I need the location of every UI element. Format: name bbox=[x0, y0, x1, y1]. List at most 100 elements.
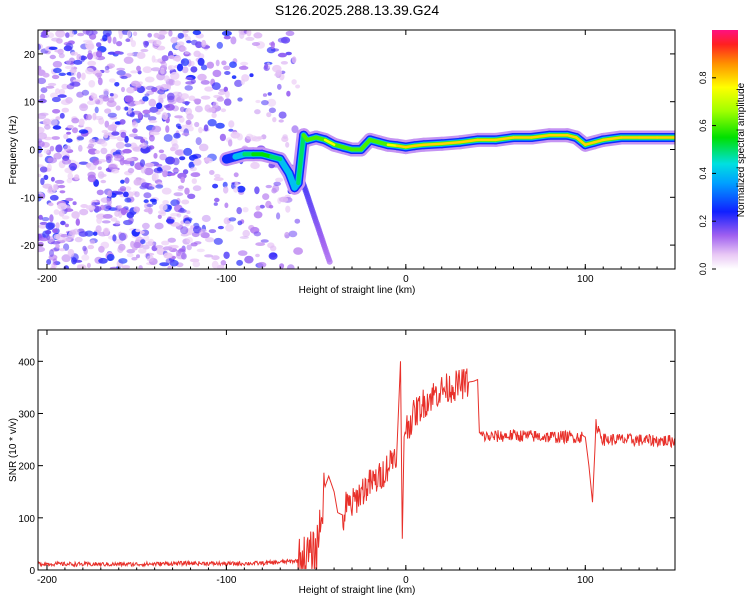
spectrogram-noise-cell bbox=[47, 157, 57, 164]
spectrogram-noise-cell bbox=[52, 60, 63, 68]
spectrogram-noise-cell bbox=[65, 97, 73, 104]
spectrogram-ridge-segment bbox=[440, 141, 461, 146]
spectrogram-noise-cell bbox=[77, 264, 82, 269]
spectrogram-noise-cell bbox=[260, 239, 269, 243]
spectrogram-noise-cell bbox=[228, 120, 235, 128]
spectrogram-noise-cell bbox=[57, 202, 68, 210]
spectrogram-noise-cell bbox=[103, 88, 110, 96]
spectrogram-noise-cell bbox=[74, 174, 80, 181]
spectrogram-noise-cell bbox=[174, 55, 182, 62]
spectrogram-noise-cell bbox=[57, 94, 67, 98]
spectrogram-noise-cell bbox=[107, 97, 115, 103]
spectrogram-noise-cell bbox=[51, 136, 60, 140]
spectrogram-noise-cell bbox=[265, 184, 272, 189]
spectrogram-noise-cell bbox=[120, 131, 127, 138]
spectrogram-noise-cell bbox=[40, 31, 48, 37]
spectrogram-noise-cell bbox=[238, 65, 249, 70]
spectrogram-noise-cell bbox=[216, 264, 225, 269]
spectrogram-noise-cell bbox=[89, 138, 96, 144]
spectrogram-noise-cell bbox=[167, 172, 176, 176]
spectrogram-noise-cell bbox=[82, 245, 87, 252]
spectrogram-noise-cell bbox=[59, 248, 65, 252]
spectrogram-noise-cell bbox=[194, 121, 200, 128]
spectrogram-noise-cell bbox=[170, 199, 180, 207]
spectrogram-noise-cell bbox=[126, 211, 134, 219]
spectrogram-noise-cell bbox=[233, 172, 239, 178]
spectrogram-noise-cell bbox=[237, 220, 243, 226]
spectrogram-noise-cell bbox=[230, 36, 237, 45]
spectrogram-noise-cell bbox=[224, 202, 229, 209]
spectrogram-noise-cell bbox=[203, 157, 213, 164]
spectrogram-noise-cell bbox=[191, 178, 197, 185]
spectrogram-noise-cell bbox=[107, 190, 113, 198]
spectrogram-noise-cell bbox=[96, 216, 102, 224]
spectrogram-noise-cell bbox=[183, 147, 193, 156]
spectrogram-noise-cell bbox=[60, 233, 70, 238]
spectrogram-noise-cell bbox=[146, 203, 154, 208]
spectrogram-noise-cell bbox=[184, 51, 190, 55]
spectrogram-noise-cell bbox=[213, 94, 221, 99]
spectrogram-noise-cell bbox=[284, 231, 290, 239]
spectrogram-noise-cell bbox=[84, 41, 94, 49]
spectrogram-noise-cell bbox=[161, 240, 170, 246]
spectrogram-noise-cell bbox=[276, 212, 281, 220]
spectrogram-noise-cell bbox=[237, 250, 248, 256]
spectrogram-noise-cell bbox=[43, 149, 50, 154]
spectrogram-noise-cell bbox=[179, 156, 186, 161]
spectrogram-noise-cell bbox=[49, 145, 55, 152]
spectrogram-noise-cell bbox=[216, 41, 223, 49]
spectrogram-noise-cell bbox=[104, 108, 112, 114]
spectrogram-noise-cell bbox=[285, 141, 290, 148]
spectrogram-noise-cell bbox=[275, 177, 284, 182]
spectrogram-noise-cell bbox=[116, 70, 126, 76]
spectrogram-noise-cell bbox=[223, 251, 230, 259]
spectrogram-noise-cell bbox=[236, 207, 242, 215]
spectrogram-noise-cell bbox=[78, 144, 83, 152]
spectrogram-noise-cell bbox=[78, 231, 89, 237]
spectrogram-noise-cell bbox=[190, 79, 196, 84]
spectrogram-noise-cell bbox=[234, 181, 239, 188]
spectrogram-noise-cell bbox=[253, 32, 263, 39]
snr-plot-area bbox=[38, 330, 675, 570]
spectrogram-noise-cell bbox=[181, 199, 190, 205]
spectrogram-noise-cell bbox=[161, 55, 169, 62]
spectrogram-ridge-segment bbox=[323, 138, 336, 146]
spectrogram-ridge-segment bbox=[386, 143, 399, 147]
spectrogram-noise-cell bbox=[167, 64, 175, 71]
spectrogram-noise-cell bbox=[193, 158, 202, 166]
spectrogram-noise-cell bbox=[132, 128, 138, 134]
spectrogram-noise-cell bbox=[49, 194, 59, 201]
spectrogram-noise-cell bbox=[145, 241, 155, 247]
spectrogram-noise-cell bbox=[103, 132, 109, 139]
spectrogram-noise-cell bbox=[280, 36, 291, 44]
spectrogram-noise-cell bbox=[161, 187, 172, 195]
spectrogram-noise-cell bbox=[142, 222, 150, 230]
spectrogram-noise-cell bbox=[115, 141, 125, 149]
spectrogram-noise-cell bbox=[100, 179, 107, 184]
spectrogram-noise-cell bbox=[98, 257, 108, 264]
spectrogram-noise-cell bbox=[280, 61, 288, 65]
spectrogram-noise-cell bbox=[38, 140, 45, 148]
spectrogram-noise-cell bbox=[225, 90, 230, 99]
spectrogram-noise-cell bbox=[255, 205, 261, 211]
spectrogram-noise-cell bbox=[39, 166, 48, 173]
spectrogram-noise-cell bbox=[173, 80, 181, 86]
spectrogram-noise-cell bbox=[155, 245, 164, 249]
spectrogram-noise-cell bbox=[286, 90, 291, 97]
spectrogram-noise-cell bbox=[89, 239, 96, 245]
spectrogram-noise-cell bbox=[112, 36, 117, 45]
spectrogram-noise-cell bbox=[157, 58, 163, 63]
spectrogram-noise-cell bbox=[170, 71, 180, 80]
spectrogram-noise-cell bbox=[71, 257, 77, 265]
spectrogram-noise-cell bbox=[147, 116, 157, 121]
spectrogram-noise-cell bbox=[108, 136, 118, 140]
spectrogram-noise-cell bbox=[186, 210, 191, 214]
spectrogram-noise-cell bbox=[136, 65, 141, 72]
spectrogram-noise-cell bbox=[86, 262, 91, 269]
spectrogram-noise-cell bbox=[242, 229, 250, 238]
spectrogram-noise-cell bbox=[214, 173, 221, 179]
spectrogram-noise-cell bbox=[58, 72, 66, 77]
spectrogram-noise-cell bbox=[277, 52, 287, 58]
spectrogram-streak-cell bbox=[326, 258, 333, 265]
spectrogram-noise-cell bbox=[94, 150, 101, 154]
